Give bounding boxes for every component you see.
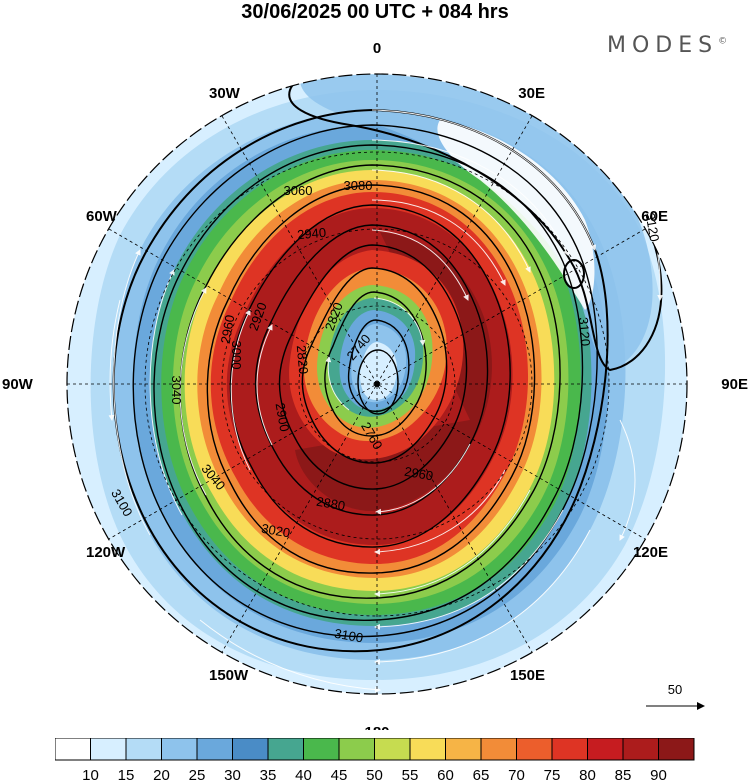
colorbar-tick-label: 65 bbox=[473, 767, 490, 782]
contour-line bbox=[301, 267, 448, 464]
colorbar-tick-label: 30 bbox=[224, 767, 241, 782]
colorbar-swatch bbox=[480, 738, 517, 761]
polar-map: 2740276028202820288029002920294029602960… bbox=[2, 40, 748, 730]
longitude-labels: 0 30E 60E 90E 120E 150E 180 150W 120W 90W 60W 30W bbox=[2, 40, 748, 730]
contour-line bbox=[278, 244, 468, 490]
contour-label: 2880 bbox=[315, 494, 346, 514]
graticule bbox=[67, 74, 687, 694]
colorbar-tick-label: 40 bbox=[295, 767, 312, 782]
colorbar-tick-label: 25 bbox=[189, 767, 206, 782]
reference-vector: 50 bbox=[646, 682, 705, 710]
colorbar-swatch bbox=[90, 738, 127, 761]
lon-30w-label: 30W bbox=[209, 85, 241, 102]
colorbar-swatch bbox=[658, 738, 695, 761]
colorbar-swatch bbox=[125, 738, 162, 761]
colorbar-swatch bbox=[161, 738, 198, 761]
contour-label: 3120 bbox=[643, 212, 663, 243]
map-border bbox=[66, 73, 688, 695]
contour-line bbox=[563, 259, 585, 289]
lon-90e-label: 90E bbox=[721, 376, 748, 393]
colorbar-tick-label: 70 bbox=[508, 767, 525, 782]
map-title: 30/06/2025 00 UTC + 084 hrs bbox=[241, 1, 509, 23]
contour-label: 2900 bbox=[273, 402, 293, 433]
lon-30e-label: 30E bbox=[518, 85, 545, 102]
colorbar-swatch bbox=[622, 738, 659, 761]
contour-label: 3020 bbox=[260, 521, 291, 541]
lon-180-label: 180 bbox=[364, 724, 389, 730]
contour-line bbox=[357, 349, 399, 415]
colorbar-swatch bbox=[303, 738, 340, 761]
lon-120w-label: 120W bbox=[86, 544, 126, 561]
colorbar-tick-label: 85 bbox=[615, 767, 632, 782]
contour-line bbox=[254, 224, 489, 516]
colorbar-tick-label: 15 bbox=[118, 767, 135, 782]
contour-label: 2820 bbox=[294, 345, 311, 375]
colorbar-tick-label: 80 bbox=[579, 767, 596, 782]
contour-line bbox=[132, 124, 598, 638]
contour-label: 3040 bbox=[169, 376, 184, 405]
lon-150e-label: 150E bbox=[510, 667, 545, 684]
colorbar-ticks: 10 15 20 25 30 35 40 45 50 55 60 65 70 75 80 85 90 bbox=[82, 767, 667, 782]
colorbar-swatch bbox=[55, 738, 91, 761]
lon-150w-label: 150W bbox=[209, 667, 249, 684]
colorbar-tick-label: 60 bbox=[437, 767, 454, 782]
logo-mark: © bbox=[718, 36, 728, 47]
colorbar-tick-label: 75 bbox=[544, 767, 561, 782]
contour-line bbox=[153, 144, 584, 621]
modes-logo: MODES© bbox=[607, 33, 727, 58]
contour-label: 2960 bbox=[218, 314, 238, 345]
colorbar-tick-label: 10 bbox=[82, 767, 99, 782]
contour-line bbox=[347, 319, 410, 413]
colorbar-swatch bbox=[516, 738, 553, 761]
colorbar-swatch bbox=[374, 738, 411, 761]
lon-0-label: 0 bbox=[373, 40, 381, 57]
colorbar: 10 15 20 25 30 35 40 45 50 55 60 65 70 75 80 85 90 bbox=[55, 738, 695, 782]
colorbar-tick-label: 90 bbox=[650, 767, 667, 782]
contour-label: 2940 bbox=[297, 225, 327, 242]
colorbar-tick-label: 20 bbox=[153, 767, 170, 782]
colorbar-swatch bbox=[551, 738, 588, 761]
pole-marker bbox=[374, 381, 380, 387]
contour-label: 3120 bbox=[576, 317, 593, 347]
colorbar-tick-label: 35 bbox=[260, 767, 277, 782]
lon-60w-label: 60W bbox=[86, 208, 118, 225]
colorbar-swatch bbox=[338, 738, 375, 761]
lon-90w-label: 90W bbox=[2, 376, 34, 393]
lon-60e-label: 60E bbox=[641, 208, 668, 225]
colorbar-tick-label: 45 bbox=[331, 767, 348, 782]
colorbar-swatch bbox=[196, 738, 233, 761]
colorbar-tick-label: 55 bbox=[402, 767, 419, 782]
colorbar-swatch bbox=[232, 738, 269, 761]
colorbar-swatch bbox=[587, 738, 624, 761]
contour-label: 3060 bbox=[284, 183, 313, 198]
reference-vector-label: 50 bbox=[668, 682, 682, 697]
contour-label: 3100 bbox=[333, 626, 364, 646]
logo-text: MODES bbox=[607, 33, 719, 58]
contour-line bbox=[206, 184, 536, 574]
contour-label: 3000 bbox=[229, 341, 244, 370]
contour-label: 3080 bbox=[344, 178, 373, 193]
colorbar-swatch bbox=[445, 738, 482, 761]
lon-120e-label: 120E bbox=[633, 544, 668, 561]
contour-line bbox=[324, 291, 427, 437]
colorbar-tick-label: 50 bbox=[366, 767, 383, 782]
contour-label: 2960 bbox=[403, 464, 434, 484]
colorbar-swatch bbox=[267, 738, 304, 761]
colorbar-boxes bbox=[55, 738, 695, 761]
contour-line bbox=[179, 164, 561, 599]
colorbar-swatch bbox=[409, 738, 446, 761]
